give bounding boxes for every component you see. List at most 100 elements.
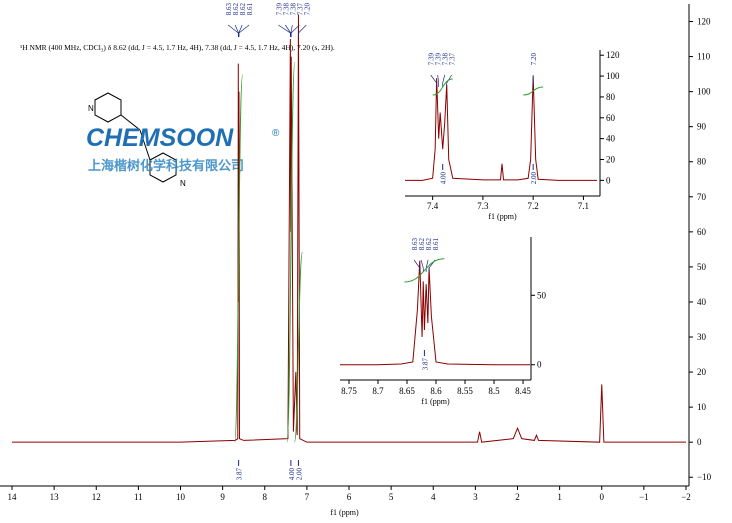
x-tick-label: −2 [681,492,691,502]
x-tick-label: 10 [176,492,186,502]
peak-label: 7.20 [530,53,538,66]
x-tick-label: 7.3 [477,201,489,211]
x-tick-label: 7 [305,492,310,502]
x-tick-label: 4 [431,492,436,502]
y-tick-label: 80 [606,92,616,102]
y-tick-label: 60 [697,227,707,237]
peak-label: 8.61 [432,238,440,251]
x-tick-label: −1 [639,492,649,502]
y-tick-label: −10 [697,472,712,482]
peak-connector [430,74,438,87]
x-tick-label: 12 [92,492,101,502]
y-tick-label: 0 [537,360,542,370]
peak-label: 8.63 [225,3,233,16]
spectrum-title: ¹H NMR (400 MHz, CDCl₃) δ 8.62 (dd, J = … [20,43,335,52]
peak-connector [298,24,307,37]
logo-company: 上海楷树化学科技有限公司 [88,158,244,174]
spectrum-line [340,260,530,366]
x-tick-label: 13 [50,492,60,502]
y-tick-label: 20 [606,155,616,165]
y-tick-label: 120 [697,17,711,27]
ring [94,92,122,123]
peak-connector [442,74,446,87]
atom-label: N [88,104,94,113]
x-tick-label: 8.65 [399,386,415,396]
x-tick-label: 2 [515,492,520,502]
y-tick-label: 20 [697,367,707,377]
peak-connector [278,24,291,37]
peak-label: 7.38 [442,53,450,66]
integral-label: 3.87 [421,358,429,371]
y-tick-label: 90 [697,122,707,132]
peak-label: 8.61 [246,3,254,16]
integral-curve [293,251,303,443]
x-tick-label: 5 [389,492,394,502]
x-tick-label: 8.6 [430,386,442,396]
integral-curve [523,86,544,96]
peak-connector [446,74,452,87]
y-tick-label: 70 [697,192,707,202]
y-tick-label: 10 [697,402,707,412]
y-tick-label: 110 [697,52,711,62]
peak-connector [437,74,440,87]
peak-label: 7.39 [435,53,443,66]
x-tick-label: 0 [600,492,605,502]
peak-connector [227,24,239,37]
y-tick-label: 50 [697,262,707,272]
y-tick-label: 0 [606,175,611,185]
x-tick-label: 3 [473,492,478,502]
y-tick-label: 100 [697,87,711,97]
x-tick-label: 7.2 [528,201,539,211]
y-tick-label: 60 [606,113,616,123]
peak-connector [413,259,421,272]
peak-connector [420,259,424,272]
y-tick-label: 40 [697,297,707,307]
x-tick-label: 7.4 [427,201,439,211]
x-tick-label: 8.75 [341,386,357,396]
y-tick-label: 30 [697,332,707,342]
y-tick-label: 0 [697,437,702,447]
x-tick-label: 8.55 [457,386,473,396]
peak-label: 8.62 [418,238,426,251]
peak-connector [290,24,300,37]
atom-label: N [180,179,186,188]
x-tick-label: 8 [263,492,268,502]
peak-connector [428,259,436,272]
peak-label: 7.37 [296,3,304,16]
integral-curve [432,78,453,96]
integral-curve [286,61,296,443]
peak-label: 7.39 [428,53,436,66]
peak-label: 7.20 [303,3,311,16]
molecule [94,92,177,183]
y-tick-label: 120 [606,50,620,60]
integral-curve [234,74,244,443]
integral-label: 2.00 [295,468,303,481]
integral-label: 3.87 [236,468,244,481]
y-tick-label: 40 [606,134,616,144]
peak-label: 8.62 [425,238,433,251]
x-axis-label: f1 (ppm) [488,212,517,221]
x-tick-label: 14 [8,492,18,502]
ring [149,152,177,183]
peak-label: 7.39 [275,3,283,16]
peak-label: 7.38 [289,3,297,16]
peak-label: 7.37 [449,53,457,66]
x-tick-label: 8.5 [488,386,500,396]
logo-mark: ® [272,128,280,139]
x-tick-label: 9 [220,492,225,502]
bond [139,129,151,161]
x-tick-label: 11 [134,492,143,502]
bond [120,114,141,131]
peak-label: 7.38 [282,3,290,16]
spectrum-line [12,14,686,443]
x-tick-label: 1 [557,492,562,502]
x-tick-label: 7.1 [578,201,589,211]
peak-label: 8.62 [239,3,247,16]
peak-label: 8.63 [411,238,419,251]
y-tick-label: 80 [697,157,707,167]
integral-label: 2.00 [530,172,538,185]
peak-connector [238,24,250,37]
integral-label: 4.00 [440,172,448,185]
x-tick-label: 6 [347,492,352,502]
x-tick-label: 8.7 [372,386,384,396]
